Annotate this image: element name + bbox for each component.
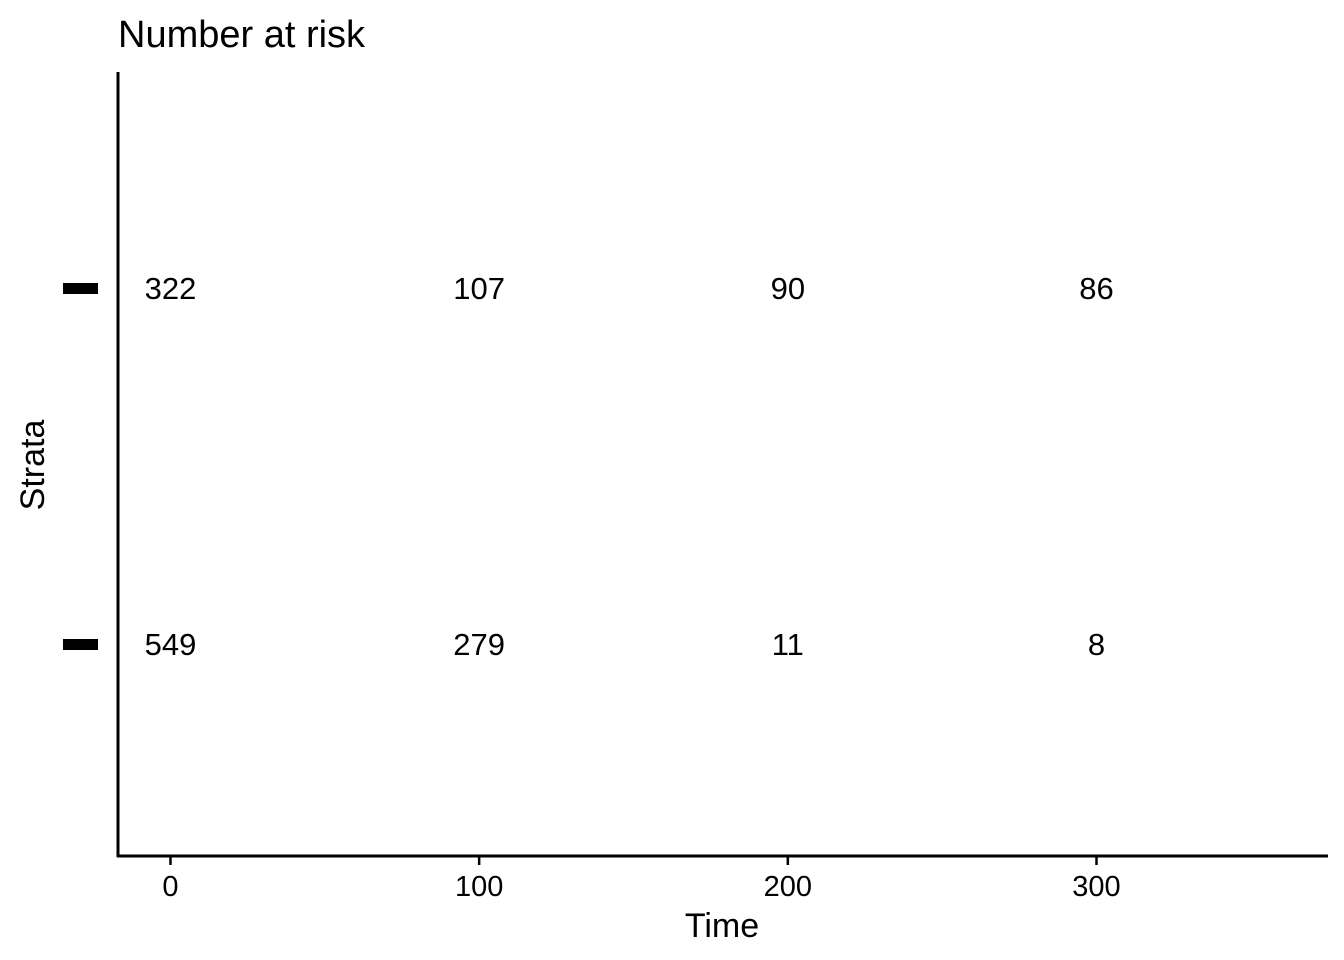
risk-table-cells: 322 107 90 86 549 279 11 8 [145,271,1114,662]
x-ticks: 0 100 200 300 [162,857,1121,903]
risk-count-label: 279 [453,627,505,662]
risk-count-label: 8 [1088,627,1105,662]
risk-count-label: 90 [771,271,805,306]
chart-title: Number at risk [118,14,366,56]
x-tick-label: 200 [764,871,812,903]
strata-marks [63,283,98,650]
x-tick-label: 0 [162,871,178,903]
x-tick-label: 100 [455,871,503,903]
x-axis-title: Time [685,907,759,945]
x-tick-label: 300 [1072,871,1120,903]
risk-count-label: 86 [1079,271,1113,306]
risk-count-label: 549 [145,627,197,662]
risk-count-label: 11 [772,627,804,662]
strata-legend-mark [63,639,98,650]
risk-count-label: 322 [145,271,197,306]
y-axis-title: Strata [14,420,52,511]
strata-legend-mark [63,283,98,294]
risk-count-label: 107 [453,271,505,306]
